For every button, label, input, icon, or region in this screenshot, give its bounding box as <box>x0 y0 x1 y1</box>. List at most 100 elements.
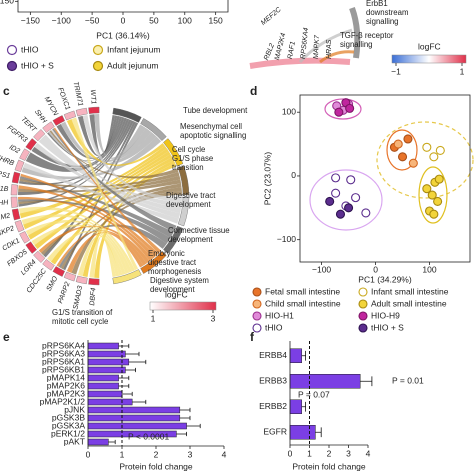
gene-label: ID2 <box>8 144 21 155</box>
point <box>345 103 355 113</box>
ribbon <box>89 236 116 278</box>
term-label: Tube development <box>183 106 248 115</box>
error-bar <box>125 351 140 357</box>
bar <box>289 425 316 440</box>
term-segment <box>177 165 190 196</box>
category-label: pJNK <box>64 404 85 414</box>
gene-label: SMO <box>46 275 60 293</box>
category-label: pRPS6KA1 <box>42 356 85 366</box>
bar <box>87 390 123 398</box>
legend-marker <box>358 287 368 297</box>
term-label: G1/S transition of <box>52 308 113 317</box>
point <box>335 209 346 219</box>
bar <box>87 382 119 390</box>
legend-marker <box>252 323 262 333</box>
point <box>351 193 361 203</box>
legend-tick-label: 3 <box>211 313 216 323</box>
term-label: apoptotic signalling <box>180 131 246 140</box>
gene-segment <box>75 107 88 117</box>
gene-segment <box>42 121 55 133</box>
point <box>408 158 418 168</box>
category-label: pMAP2K1/2 <box>40 396 86 406</box>
category-label: pGSK3A <box>52 420 85 430</box>
gene-segment <box>42 259 55 271</box>
ribbon <box>25 220 129 274</box>
ribbon-decoration <box>319 50 355 64</box>
term-label: Digestive system <box>150 276 209 285</box>
legend-label: Fetal small intestine <box>265 286 340 296</box>
point <box>346 175 356 185</box>
error-bar <box>108 439 116 445</box>
gene-segment <box>52 266 66 277</box>
color-scale <box>391 54 467 64</box>
gene-segment <box>33 250 46 263</box>
term-label: development <box>150 285 195 294</box>
ribbon <box>94 163 177 278</box>
category-label: pMAPK14 <box>47 372 86 382</box>
legend-label: Child small intestine <box>265 298 341 308</box>
bar <box>87 414 181 422</box>
legend-marker <box>92 60 104 72</box>
legend-label: tHIO <box>21 44 39 54</box>
term-segment <box>112 269 142 285</box>
ribbon <box>77 115 118 157</box>
x-tick-label: 50 <box>149 15 159 25</box>
ribbon <box>77 235 120 277</box>
term-label: G1/S phase <box>172 154 213 163</box>
point <box>422 184 432 194</box>
bar <box>289 374 361 389</box>
x-tick-label: −150 <box>21 15 40 25</box>
legend-marker <box>6 44 18 56</box>
gene-label: IHH <box>0 199 9 207</box>
annotation: P = 0.01 <box>392 375 424 385</box>
ribbon <box>94 114 146 159</box>
category-label: pMAP2K3 <box>47 388 86 398</box>
legend-label: tHIO + S <box>21 60 54 70</box>
term-segment <box>140 251 167 274</box>
error-bar <box>315 427 322 438</box>
error-bar <box>176 431 187 437</box>
term-label: Digestive tract <box>166 191 216 200</box>
ribbon <box>34 154 173 250</box>
point <box>422 142 432 152</box>
gene-label: TRIM71 <box>72 81 84 107</box>
bar <box>289 399 302 414</box>
ribbon <box>38 225 150 264</box>
gene-segment <box>63 110 77 121</box>
gene-segment <box>11 171 21 184</box>
bar <box>87 398 133 406</box>
gene-label: FOXC1 <box>56 87 71 111</box>
bar <box>87 438 109 446</box>
gene-segment <box>52 115 66 126</box>
gene-segment <box>25 138 37 151</box>
ribbon <box>23 162 179 224</box>
gene-segment <box>14 159 25 172</box>
ribbon <box>82 114 182 203</box>
gene-label: WT1 <box>89 89 97 104</box>
x-tick-label: −50 <box>85 15 100 25</box>
point <box>433 196 443 206</box>
plot-frame <box>299 94 471 263</box>
gene-segment <box>33 129 46 142</box>
ribbon <box>19 172 180 188</box>
x-axis-label: Protein fold change <box>119 461 193 471</box>
y-tick-label: 100 <box>282 106 296 116</box>
point <box>427 190 437 200</box>
x-tick-label: −100 <box>312 264 331 274</box>
bar <box>87 366 126 374</box>
panel-label: f <box>250 330 255 344</box>
category-label: ERBB4 <box>259 350 287 360</box>
x-tick-label: 0 <box>121 15 126 25</box>
gene-segment <box>11 208 21 221</box>
x-tick-label: 100 <box>178 15 192 25</box>
term-segment <box>163 138 184 167</box>
error-bar <box>301 401 306 412</box>
legend-title: logFC <box>418 41 441 51</box>
color-scale <box>149 301 217 311</box>
error-bar <box>118 343 130 349</box>
ribbon <box>71 117 139 271</box>
legend-label: tHIO + S <box>371 322 404 332</box>
gene-label: RPS6KA4 <box>300 27 310 59</box>
term-label: signalling <box>366 17 399 26</box>
gene-label: SMAD3 <box>72 285 84 310</box>
